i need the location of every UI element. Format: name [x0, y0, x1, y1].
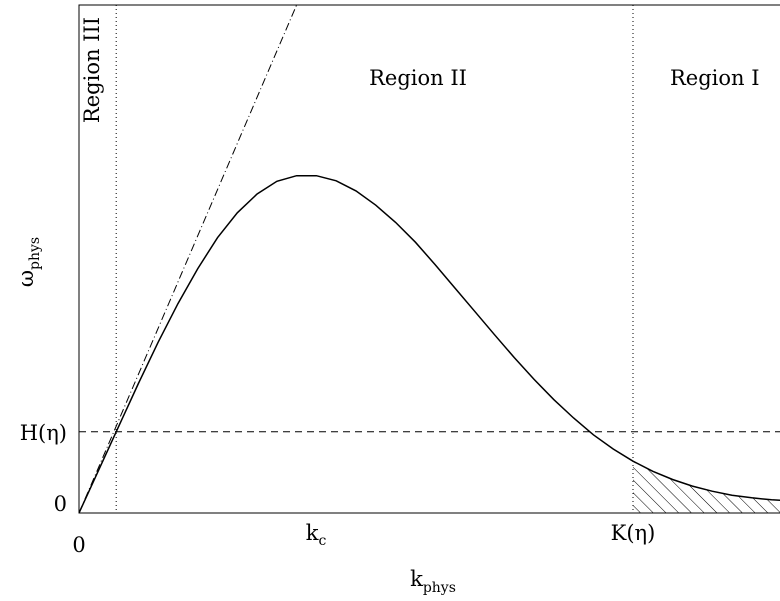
y-axis-title: ωphys — [14, 237, 43, 287]
hatched-region — [633, 461, 780, 513]
region-iii-label: Region III — [80, 17, 104, 123]
x-axis-title-base: k — [410, 567, 423, 591]
x-axis-title: kphys — [410, 567, 456, 596]
region-ii-label: Region II — [369, 66, 467, 90]
x-tick-label-kc-base: k — [306, 521, 319, 545]
x-tick-label-K: K(η) — [611, 521, 656, 545]
region-i-label: Region I — [670, 66, 760, 90]
y-axis-title-sub: phys — [27, 237, 43, 270]
x-axis-title-sub: phys — [423, 580, 456, 596]
x-tick-label-kc: kc — [306, 521, 327, 549]
dispersion-curve — [79, 174, 780, 513]
plot-frame — [78, 4, 780, 514]
x-tick-label-0: 0 — [72, 533, 85, 557]
x-tick-label-kc-sub: c — [318, 533, 326, 549]
y-tick-label-0: 0 — [54, 492, 67, 516]
y-tick-label-horizon: H(η) — [20, 421, 67, 445]
linear-dispersion-dashdot-line — [79, 5, 298, 513]
y-axis-title-base: ω — [14, 270, 38, 287]
